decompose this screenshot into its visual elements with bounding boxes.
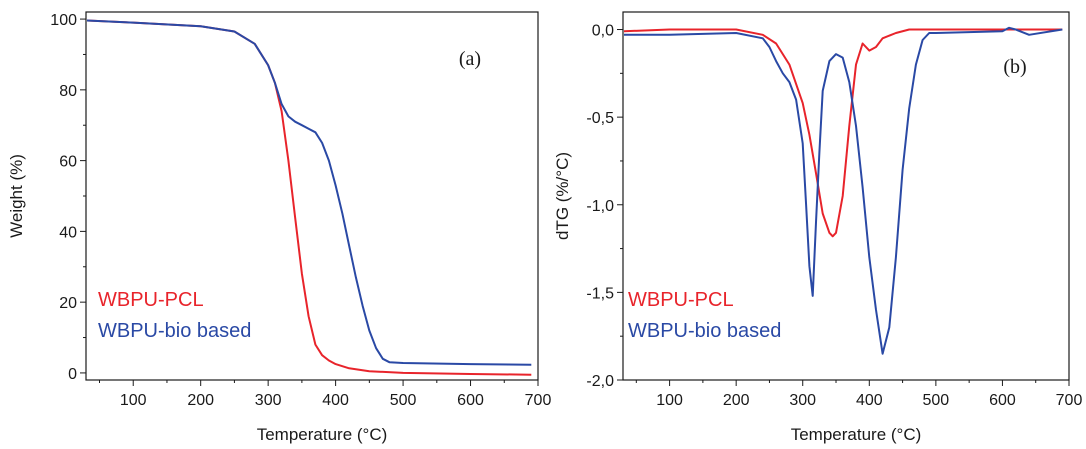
series-line-wbpu-bio-based xyxy=(624,26,1063,355)
y-axis-title: Weight (%) xyxy=(7,154,26,238)
x-tick-label: 100 xyxy=(120,392,147,409)
x-tick-label: 500 xyxy=(390,392,417,409)
x-axis-title: Temperature (°C) xyxy=(257,425,388,444)
x-tick-label: 400 xyxy=(856,392,883,409)
x-tick-label: 300 xyxy=(255,392,282,409)
x-tick-label: 600 xyxy=(989,392,1016,409)
x-tick-label: 500 xyxy=(923,392,950,409)
y-tick-label: 20 xyxy=(59,295,77,312)
x-tick-label: 300 xyxy=(789,392,816,409)
x-tick-label: 400 xyxy=(322,392,349,409)
y-tick-label: -0,5 xyxy=(586,110,614,127)
panel-a: 100 200 300 400 500 600 700 0 20 40 60 80 100 Tempera… xyxy=(7,11,552,444)
x-tick-label: 200 xyxy=(723,392,750,409)
y-tick-label: -1,5 xyxy=(586,285,614,302)
legend-entry-wbpu-bio-based: WBPU-bio based xyxy=(628,320,781,342)
legend-entry-wbpu-bio-based: WBPU-bio based xyxy=(98,320,251,342)
panel-label: (b) xyxy=(1003,56,1026,78)
plot-frame xyxy=(622,11,1070,381)
series-line-wbpu-bio-based xyxy=(87,19,532,366)
x-tick-label: 700 xyxy=(1056,392,1083,409)
x-tick-label: 700 xyxy=(525,392,552,409)
x-tick-label: 200 xyxy=(187,392,214,409)
y-tick-label: 60 xyxy=(59,154,77,171)
series-line-wbpu-pcl xyxy=(624,28,1063,238)
y-tick-label: -2,0 xyxy=(586,373,614,390)
y-tick-label: 0,0 xyxy=(592,23,614,40)
legend-entry-wbpu-pcl: WBPU-PCL xyxy=(628,289,734,311)
x-tick-label: 600 xyxy=(457,392,484,409)
y-tick-label: 40 xyxy=(59,224,77,241)
y-tick-label: 100 xyxy=(50,12,77,29)
y-axis-title: dTG (%/°C) xyxy=(553,152,572,240)
y-tick-label: -1,0 xyxy=(586,198,614,215)
x-tick-label: 100 xyxy=(656,392,683,409)
y-tick-label: 80 xyxy=(59,83,77,100)
legend-entry-wbpu-pcl: WBPU-PCL xyxy=(98,289,204,311)
panel-label: (a) xyxy=(459,48,481,70)
panel-b: 100 200 300 400 500 600 700 0,0 -0,5 -1,0 -1,5 -2,0… xyxy=(553,11,1083,444)
x-axis-title: Temperature (°C) xyxy=(791,425,922,444)
y-tick-label: 0 xyxy=(68,366,77,383)
